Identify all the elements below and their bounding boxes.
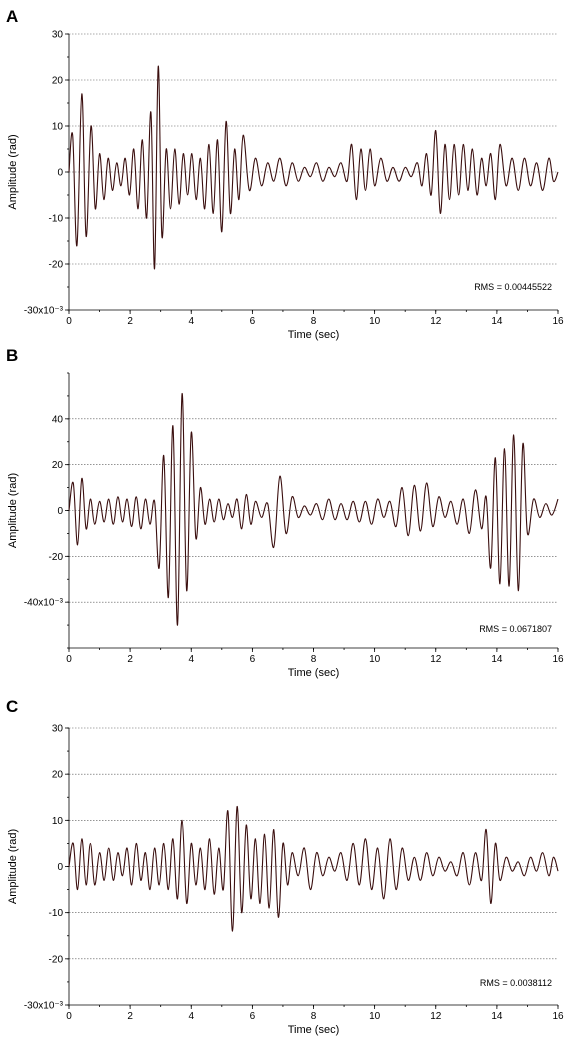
y-tick-label: 0 — [57, 862, 63, 873]
x-tick-label: 8 — [311, 654, 317, 665]
y-tick-label: 10 — [52, 122, 64, 133]
series-line — [68, 65, 559, 270]
chart-panel-b: B -40x10⁻³ -20 0 20 40 0 2 4 6 8 10 12 14 16 Time (sec)… — [6, 346, 564, 679]
rms-annotation: RMS = 0.00445522 — [474, 282, 552, 292]
y-tick-label: 30 — [52, 30, 64, 41]
series-line — [68, 805, 559, 932]
x-tick-label: 0 — [66, 1011, 72, 1022]
chart-panel-c: C -30x10⁻³ -20 -10 0 10 20 30 0 2 4 6 8 10 12 14 16 Time … — [6, 697, 564, 1036]
x-tick-label: 16 — [552, 316, 564, 327]
y-tick-label: 10 — [52, 816, 64, 827]
y-tick-label: 0 — [57, 168, 63, 179]
x-tick-label: 10 — [369, 1011, 381, 1022]
x-tick-label: 6 — [250, 1011, 256, 1022]
x-tick-label: 2 — [127, 654, 133, 665]
y-axis-label: Amplitude (rad) — [7, 829, 19, 904]
chart-panel-a: A -30x10⁻³ -20 -10 0 10 20 30 0 2 4 6 8 10 12 14 16 Time … — [6, 7, 564, 341]
x-tick-label: 0 — [66, 654, 72, 665]
y-tick-label: -20 — [49, 552, 64, 563]
x-tick-label: 16 — [552, 1011, 564, 1022]
x-tick-label: 2 — [127, 1011, 133, 1022]
rms-annotation: RMS = 0.0671807 — [479, 624, 552, 634]
x-tick-label: 8 — [311, 316, 317, 327]
x-axis-label: Time (sec) — [288, 667, 340, 679]
x-tick-label: 4 — [188, 1011, 194, 1022]
x-tick-label: 0 — [66, 316, 72, 327]
y-tick-label: -20 — [49, 260, 64, 271]
rms-annotation: RMS = 0.0038112 — [480, 978, 552, 988]
x-axis-label: Time (sec) — [288, 1024, 340, 1036]
series-line — [68, 393, 559, 626]
y-tick-label: 30 — [52, 724, 64, 735]
x-tick-label: 8 — [311, 1011, 317, 1022]
x-tick-label: 4 — [188, 316, 194, 327]
x-tick-label: 4 — [188, 654, 194, 665]
x-tick-label: 14 — [491, 316, 503, 327]
y-axis-label: Amplitude (rad) — [7, 473, 19, 548]
x-tick-label: 2 — [127, 316, 133, 327]
x-tick-label: 10 — [369, 316, 381, 327]
y-tick-label: 20 — [52, 76, 64, 87]
x-tick-label: 16 — [552, 654, 564, 665]
y-tick-label: -10 — [49, 214, 64, 225]
y-tick-label: 20 — [52, 770, 64, 781]
panel-letter: B — [6, 346, 18, 365]
y-tick-label: -30x10⁻³ — [24, 306, 64, 317]
x-tick-label: 14 — [491, 1011, 503, 1022]
panel-letter: C — [6, 697, 18, 716]
x-tick-label: 6 — [250, 654, 256, 665]
y-tick-label: -30x10⁻³ — [24, 1001, 64, 1012]
y-tick-label: -40x10⁻³ — [24, 598, 64, 609]
y-tick-label: 0 — [57, 506, 63, 517]
x-tick-label: 10 — [369, 654, 381, 665]
x-tick-label: 12 — [430, 1011, 442, 1022]
y-tick-label: 40 — [52, 414, 64, 425]
y-tick-label: -10 — [49, 908, 64, 919]
x-tick-label: 12 — [430, 654, 442, 665]
y-axis-label: Amplitude (rad) — [7, 134, 19, 209]
y-tick-label: -20 — [49, 954, 64, 965]
x-axis-label: Time (sec) — [288, 329, 340, 341]
x-tick-label: 6 — [250, 316, 256, 327]
y-tick-label: 20 — [52, 460, 64, 471]
x-tick-label: 12 — [430, 316, 442, 327]
x-tick-label: 14 — [491, 654, 503, 665]
panel-letter: A — [6, 7, 18, 26]
